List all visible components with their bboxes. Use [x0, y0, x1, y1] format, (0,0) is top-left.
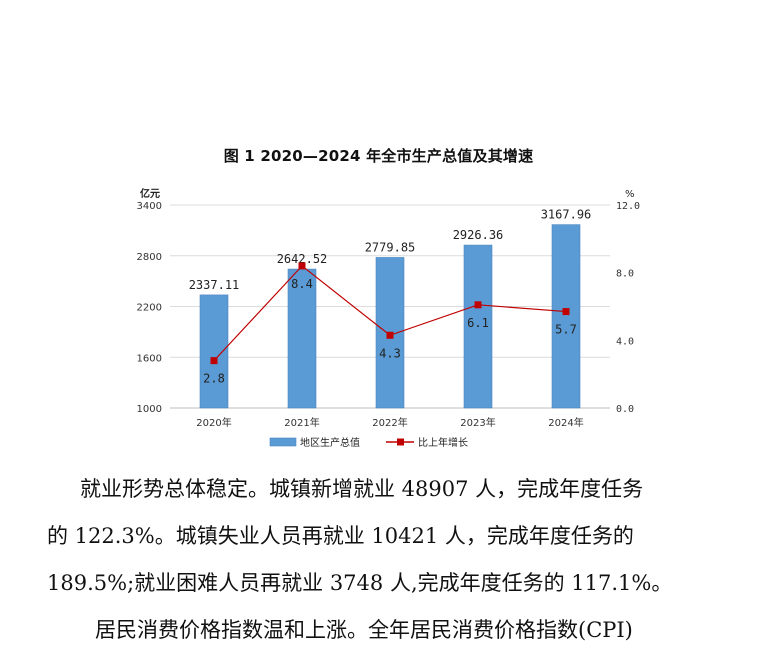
- growth-marker: [298, 262, 306, 270]
- left-axis-tick-label: 2800: [137, 252, 162, 263]
- bar-value-label: 3167.96: [541, 208, 592, 222]
- bar-value-label: 2337.11: [189, 278, 240, 292]
- legend-bar-swatch: [269, 437, 297, 447]
- legend-bar-label: 地区生产总值: [300, 436, 360, 449]
- left-axis-tick-label: 1000: [137, 404, 162, 415]
- chart-title: 图 1 2020—2024 年全市生产总值及其增速: [223, 147, 534, 165]
- category-label: 2024年: [548, 416, 583, 429]
- bar-value-label: 2926.36: [453, 228, 504, 242]
- category-label: 2022年: [372, 416, 407, 429]
- paragraph-line-4: 居民消费价格指数温和上涨。全年居民消费价格指数(CPI): [95, 618, 633, 642]
- right-axis-tick-label: 12.0: [616, 201, 640, 212]
- growth-marker: [562, 308, 570, 316]
- legend-line-label: 比上年增长: [418, 436, 468, 449]
- right-axis-tick-label: 8.0: [616, 269, 634, 280]
- growth-marker: [474, 301, 482, 309]
- growth-value-label: 2.8: [203, 372, 225, 386]
- right-axis-unit: %: [625, 189, 635, 200]
- right-axis-tick-label: 4.0: [616, 336, 634, 347]
- left-axis-tick-label: 3400: [137, 201, 162, 212]
- left-axis-unit: 亿元: [140, 187, 160, 200]
- growth-value-label: 4.3: [379, 346, 401, 360]
- paragraph-line-2: 的 122.3%。城镇失业人员再就业 10421 人，完成年度任务的: [47, 524, 634, 548]
- bar-2020年: [199, 294, 229, 409]
- left-axis-tick-label: 2200: [137, 303, 162, 314]
- left-axis-tick-label: 1600: [137, 353, 162, 364]
- paragraph-line-3: 189.5%;就业困难人员再就业 3748 人,完成年度任务的 117.1%。: [47, 571, 673, 595]
- growth-value-label: 8.4: [291, 277, 313, 291]
- growth-value-label: 6.1: [467, 316, 489, 330]
- category-label: 2020年: [196, 416, 231, 429]
- growth-marker: [210, 357, 218, 365]
- growth-value-label: 5.7: [555, 323, 577, 337]
- bar-value-label: 2779.85: [365, 240, 416, 254]
- bar-2023年: [463, 244, 493, 409]
- legend-line-marker: [397, 438, 404, 446]
- growth-marker: [386, 331, 394, 339]
- bar-value-label: 2642.52: [277, 252, 328, 266]
- paragraph-line-1: 就业形势总体稳定。城镇新增就业 48907 人，完成年度任务: [80, 477, 644, 501]
- category-label: 2021年: [284, 416, 319, 429]
- category-label: 2023年: [460, 416, 495, 429]
- right-axis-tick-label: 0.0: [616, 404, 634, 415]
- bar-2021年: [287, 268, 317, 409]
- bar-2024年: [551, 224, 581, 409]
